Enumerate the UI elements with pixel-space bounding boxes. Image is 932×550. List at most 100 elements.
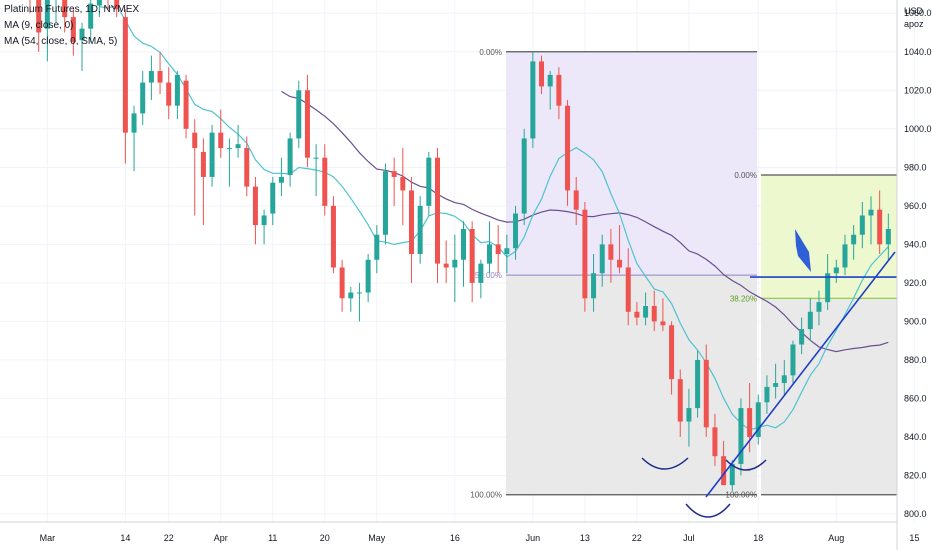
candle-body (582, 209, 588, 299)
y-tick-label: 880.0 (904, 355, 927, 365)
candle-body (157, 71, 163, 83)
candle-body (36, 0, 42, 33)
candle-body (218, 132, 224, 149)
candle-body (62, 0, 68, 18)
legend-ma-fast: MA (9, close, 0) (4, 20, 74, 31)
x-tick-label: 13 (580, 533, 590, 543)
fib2-zone-lower (761, 298, 897, 495)
candle-body (539, 61, 545, 87)
candle-body (434, 157, 440, 264)
y-tick-label: 900.0 (904, 316, 927, 326)
candle-body (591, 273, 597, 299)
fib2-level-label: 38.20% (730, 294, 757, 303)
candle-body (530, 61, 536, 139)
candle-body (625, 267, 631, 312)
candle-body (747, 408, 753, 437)
candle-body (122, 17, 128, 133)
candle-body (278, 176, 284, 183)
trend-line (705, 251, 896, 498)
candle-body (96, 0, 102, 6)
candle-body (356, 292, 362, 294)
y-tick-label: 920.0 (904, 278, 927, 288)
fib2-level-label: 100.00% (725, 491, 757, 500)
y-tick-label: 860.0 (904, 393, 927, 403)
candle-body (703, 359, 709, 428)
y-tick-label: 840.0 (904, 432, 927, 442)
y-tick-label: 800.0 (904, 509, 927, 519)
candle-body (634, 311, 640, 318)
candle-body (400, 176, 406, 191)
candlestick-layer (29, 0, 891, 491)
candle-body (261, 215, 267, 226)
candle-body (877, 209, 883, 245)
x-tick-label: Jul (683, 533, 695, 543)
candle-body (495, 244, 501, 254)
candle-body (721, 456, 727, 486)
shoulder-arc-left (641, 457, 689, 470)
x-tick-label: Mar (40, 533, 56, 543)
y-tick-label: 1000.0 (904, 124, 932, 134)
x-tick-label: 18 (753, 533, 763, 543)
candle-body (851, 234, 857, 245)
y-tick-label: 980.0 (904, 162, 927, 172)
candle-body (287, 138, 293, 176)
candle-body (885, 228, 891, 245)
candle-body (44, 0, 50, 29)
candle-body (695, 359, 701, 409)
chart-legend: Platinum Futures, 1D, NYMEX MA (9, close… (4, 2, 139, 50)
candle-body (790, 344, 796, 376)
arrow-marker (795, 229, 811, 272)
candle-body (174, 74, 180, 106)
x-tick-label: 22 (164, 533, 174, 543)
candle-body (521, 138, 527, 214)
candle-body (487, 244, 493, 264)
time-axis: Mar 14 22 Apr 11 20 May 16 Jun 13 22 Jul 18 Aug 15 (0, 521, 919, 543)
annotation-layer (641, 229, 897, 518)
candle-body (88, 3, 94, 29)
candle-body (183, 80, 189, 129)
candle-body (755, 402, 761, 437)
candle-body (452, 259, 458, 268)
candle-body (140, 82, 146, 114)
candle-body (131, 113, 137, 133)
candle-body (244, 148, 250, 187)
x-tick-label: May (368, 533, 386, 543)
candle-body (608, 244, 614, 260)
x-tick-label: 16 (450, 533, 460, 543)
candle-body (192, 132, 198, 149)
fib1-level-label: 50.00% (475, 271, 502, 280)
candle-body (226, 148, 232, 150)
candle-body (469, 228, 475, 283)
candle-body (461, 228, 466, 260)
x-tick-label: Aug (828, 533, 844, 543)
y-tick-label: 940.0 (904, 239, 927, 249)
candle-body (478, 263, 484, 283)
candle-body (166, 82, 172, 106)
y-tick-label: 820.0 (904, 470, 927, 480)
candle-body (417, 205, 423, 254)
candle-body (114, 0, 120, 10)
candle-body (200, 151, 206, 177)
fib1-zone-lower (506, 275, 757, 495)
y-tick-label: 1060.0 (904, 8, 932, 18)
candle-body (235, 144, 241, 149)
candle-body (270, 182, 276, 214)
candle-body (807, 311, 813, 330)
candle-body (365, 259, 371, 293)
candle-body (565, 105, 571, 191)
candle-body (868, 209, 874, 216)
candle-body (382, 171, 388, 235)
candle-body (391, 171, 397, 177)
price-axis-currency: USD (904, 6, 924, 16)
candle-body (148, 71, 154, 83)
candle-body (599, 244, 605, 274)
candle-body (209, 132, 215, 177)
candle-body (504, 248, 510, 254)
price-axis-subtitle: apoz (904, 19, 924, 29)
candle-body (70, 17, 76, 43)
candle-body (764, 386, 770, 403)
y-tick-label: 960.0 (904, 201, 927, 211)
candle-body (252, 186, 258, 226)
candle-body (313, 157, 319, 159)
